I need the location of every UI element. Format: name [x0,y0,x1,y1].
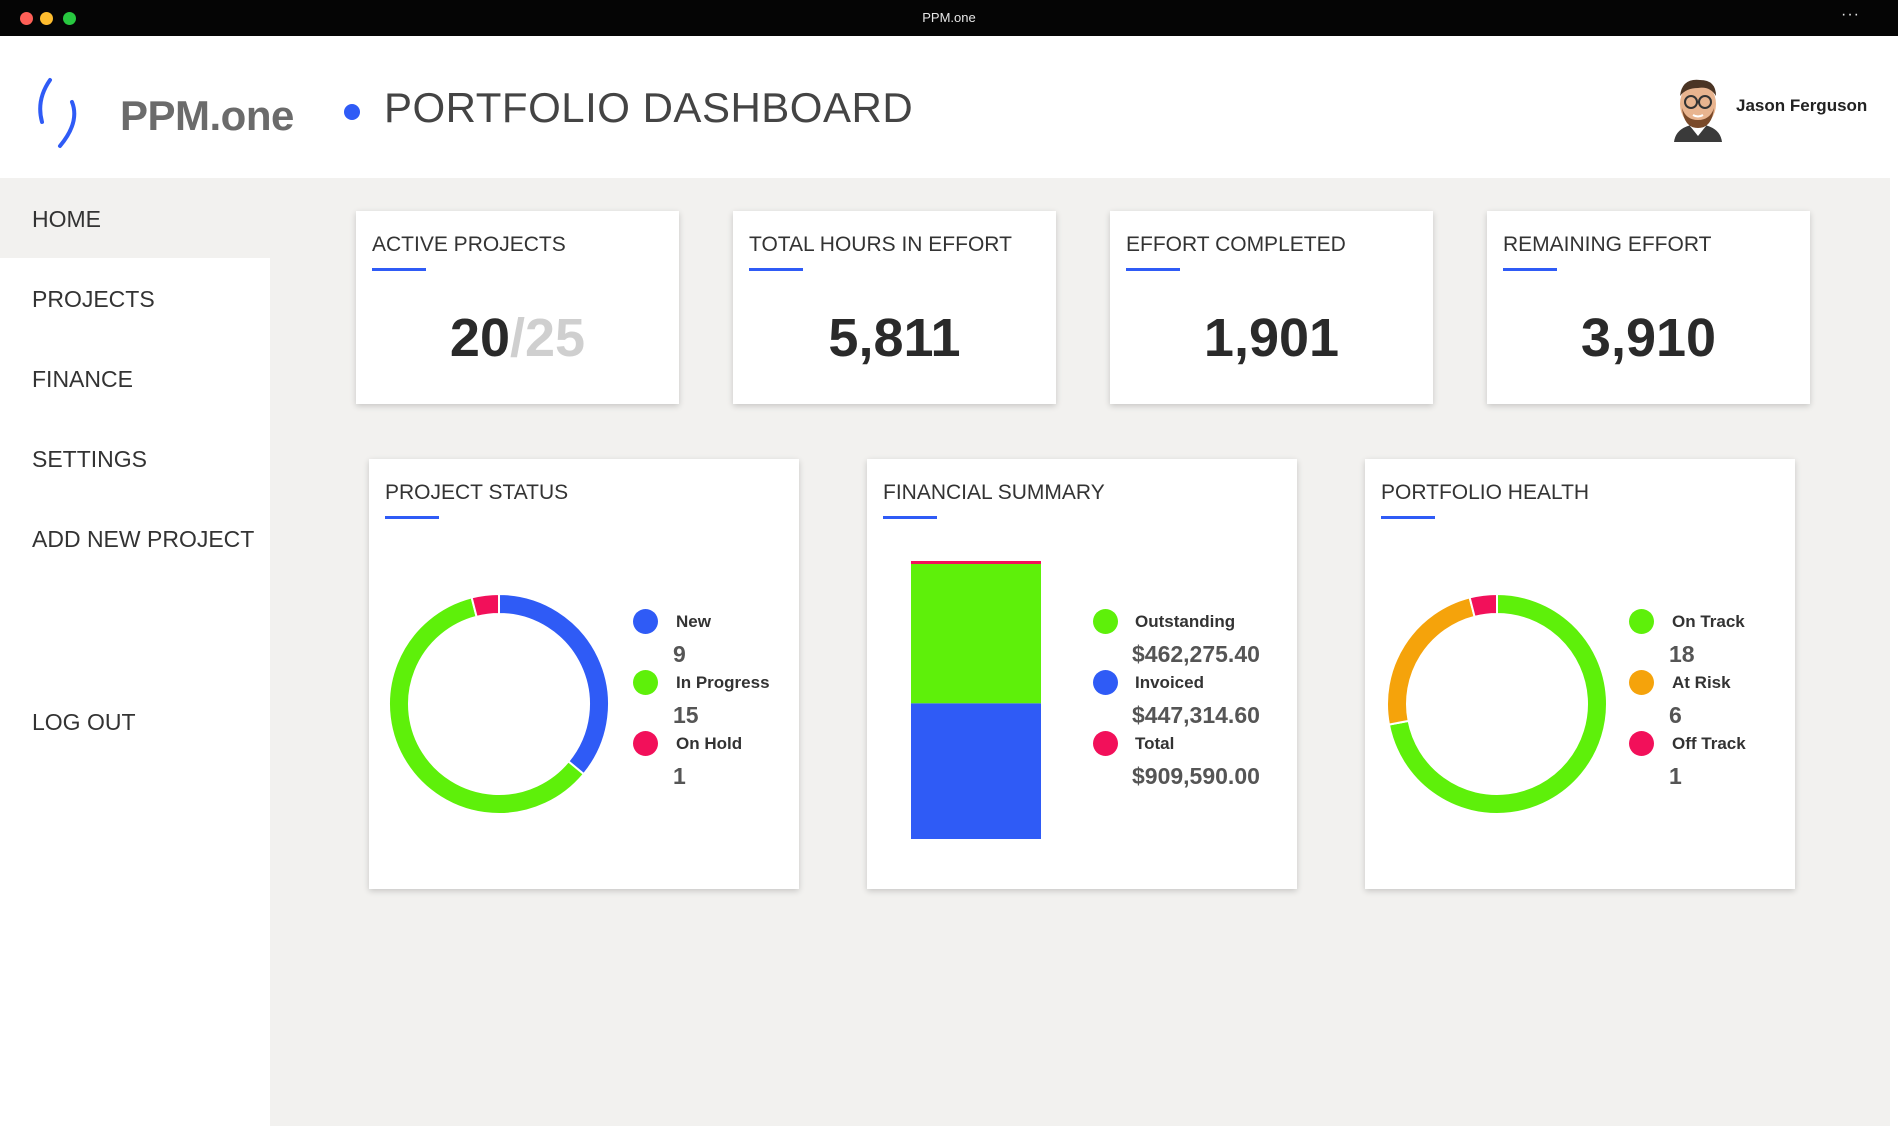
financial-stacked-bar-chart [911,561,1041,839]
kpi-value: 3,910 [1580,308,1717,368]
donut-slice-new[interactable] [498,592,610,776]
kpi-value: 1,901 [1203,308,1340,368]
title-underline [883,516,937,519]
portfolio-health-panel: PORTFOLIO HEALTH On Track 18 At Risk 6 O… [1365,459,1795,889]
legend-value: $462,275.40 [1132,641,1260,667]
sidebar-item-settings[interactable]: SETTINGS [0,418,270,498]
bar-segment-outstanding[interactable] [911,563,1041,704]
sidebar-item-label: ADD NEW PROJECT [32,526,255,552]
legend-dot-off-track [1629,731,1654,756]
kpi-title: TOTAL HOURS IN EFFORT [749,233,1012,256]
minimize-window-button[interactable] [40,12,53,25]
page-indicator-dot [344,104,360,120]
avatar[interactable] [1666,74,1730,142]
kpi-value: 20/25 [356,307,679,369]
donut-slice-at-risk[interactable] [1386,596,1476,726]
legend-dot-at-risk [1629,670,1654,695]
kpi-title: REMAINING EFFORT [1503,233,1712,256]
kpi-value-total: /25 [510,308,586,368]
panel-title: PORTFOLIO HEALTH [1381,481,1590,504]
bar-segment-invoiced[interactable] [911,703,1041,839]
sidebar-item-label: HOME [32,206,101,232]
window-title-bar: PPM.one ··· [0,0,1898,36]
legend-label: In Progress [676,673,770,692]
legend-dot-on-hold [633,731,658,756]
legend-value: $909,590.00 [1132,763,1260,789]
panel-title: FINANCIAL SUMMARY [883,481,1105,504]
kpi-value-current: 20 [449,308,510,368]
legend-label: On Track [1672,612,1745,631]
legend-label: Total [1135,734,1175,753]
legend-value: 1 [1669,763,1682,789]
legend-label: Off Track [1672,734,1746,753]
user-name[interactable]: Jason Ferguson [1736,96,1868,115]
panel-title: PROJECT STATUS [385,481,569,504]
sidebar-item-label: PROJECTS [32,286,155,312]
sidebar: HOME PROJECTS FINANCE SETTINGS ADD NEW P… [0,178,270,1126]
kpi-card-total-hours: TOTAL HOURS IN EFFORT 5,811 [733,211,1056,404]
app-header: PPM.one PORTFOLIO DASHBOARD Jason Fergus… [0,36,1898,178]
portfolio-health-donut-chart [1386,592,1608,815]
legend-value: 1 [673,763,686,789]
donut-slice-on-track[interactable] [1387,592,1608,815]
sidebar-item-log-out[interactable]: LOG OUT [0,681,270,761]
title-underline [1503,268,1557,271]
legend-dot-total [1093,731,1118,756]
donut-slice-on-hold[interactable] [470,592,500,619]
page-title: PORTFOLIO DASHBOARD [384,84,914,131]
financial-summary-panel: FINANCIAL SUMMARY Outstanding $462,275.4… [867,459,1297,889]
project-status-donut-chart [388,592,610,815]
legend-value: 9 [673,641,686,667]
title-underline [1381,516,1435,519]
window-right-edge [1890,36,1898,1126]
legend-label: New [676,612,711,631]
kpi-title: EFFORT COMPLETED [1126,233,1346,256]
legend-value: $447,314.60 [1132,702,1260,728]
logo-icon [38,78,77,148]
window-title: PPM.one [922,10,976,25]
sidebar-item-label: FINANCE [32,366,133,392]
close-window-button[interactable] [20,12,33,25]
maximize-window-button[interactable] [63,12,76,25]
sidebar-item-finance[interactable]: FINANCE [0,338,270,418]
legend-dot-invoiced [1093,670,1118,695]
legend-value: 18 [1669,641,1695,667]
more-options-icon[interactable]: ··· [1841,6,1860,23]
logo-text: PPM.one [120,92,294,139]
sidebar-item-add-new-project[interactable]: ADD NEW PROJECT [0,498,270,578]
legend-dot-new [633,609,658,634]
sidebar-item-projects[interactable]: PROJECTS [0,258,270,338]
kpi-title: ACTIVE PROJECTS [372,233,566,256]
kpi-card-active-projects: ACTIVE PROJECTS 20/25 [356,211,679,404]
kpi-value: 5,811 [828,308,961,368]
donut-slice-off-track[interactable] [1468,592,1498,619]
legend-label: Outstanding [1135,612,1236,631]
project-status-panel: PROJECT STATUS New 9 In Progress 15 On H… [369,459,799,889]
title-underline [385,516,439,519]
legend-value: 6 [1669,702,1682,728]
legend-dot-in-progress [633,670,658,695]
legend-dot-on-track [1629,609,1654,634]
bar-total-marker [911,561,1041,564]
legend-label: At Risk [1672,673,1731,692]
sidebar-item-label: LOG OUT [32,709,136,735]
kpi-card-remaining-effort: REMAINING EFFORT 3,910 [1487,211,1810,404]
donut-slice-in-progress[interactable] [388,596,586,815]
legend-label: Invoiced [1135,673,1204,692]
title-underline [749,268,803,271]
title-underline [372,268,426,271]
sidebar-item-label: SETTINGS [32,446,148,472]
legend-label: On Hold [676,734,743,753]
title-underline [1126,268,1180,271]
legend-dot-outstanding [1093,609,1118,634]
kpi-card-effort-completed: EFFORT COMPLETED 1,901 [1110,211,1433,404]
legend-value: 15 [673,702,699,728]
sidebar-item-home[interactable]: HOME [0,178,270,258]
